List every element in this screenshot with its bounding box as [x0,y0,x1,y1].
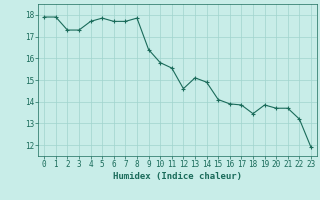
X-axis label: Humidex (Indice chaleur): Humidex (Indice chaleur) [113,172,242,181]
